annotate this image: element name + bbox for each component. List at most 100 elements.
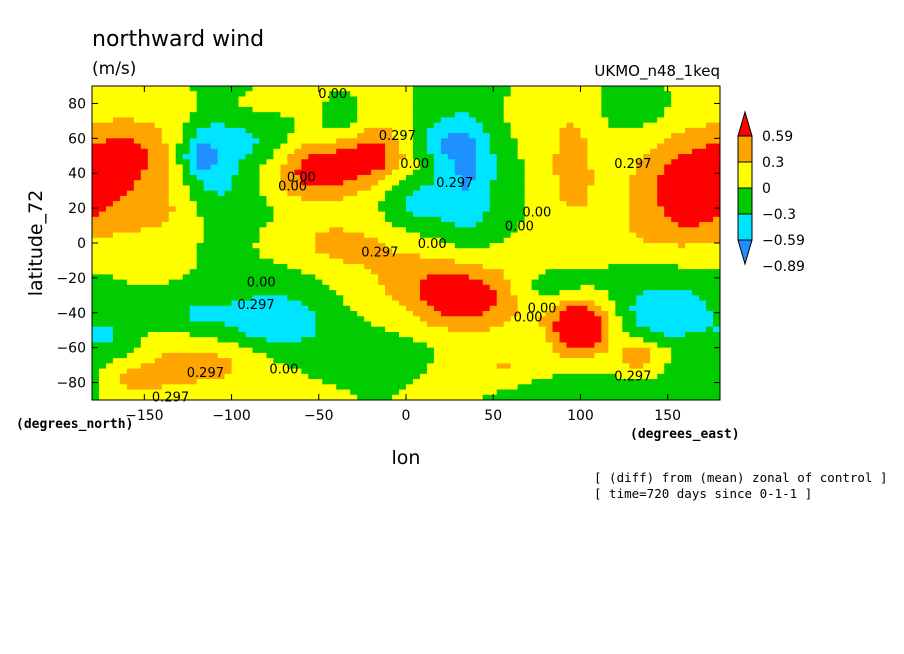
heatmap-cell — [531, 337, 540, 344]
heatmap-cell — [175, 305, 184, 312]
heatmap-cell — [545, 305, 554, 312]
heatmap-cell — [587, 143, 595, 150]
heatmap-cell — [538, 106, 547, 113]
heatmap-cell — [678, 122, 686, 129]
heatmap-cell — [440, 321, 449, 328]
heatmap-cell — [440, 337, 449, 344]
heatmap-cell — [112, 243, 121, 249]
heatmap-cell — [650, 227, 658, 234]
heatmap-cell — [566, 352, 575, 359]
heatmap-cell — [252, 248, 261, 255]
heatmap-cell — [517, 174, 526, 181]
heatmap-cell — [196, 232, 205, 239]
heatmap-cell — [538, 211, 547, 218]
heatmap-cell — [98, 154, 107, 160]
heatmap-cell — [489, 347, 498, 354]
heatmap-cell — [454, 253, 463, 260]
heatmap-cell — [552, 347, 561, 354]
heatmap-cell — [671, 96, 679, 103]
heatmap-cell — [622, 91, 630, 98]
heatmap-cell — [692, 122, 700, 129]
heatmap-cell — [196, 180, 205, 187]
heatmap-cell — [371, 180, 379, 187]
heatmap-cell — [147, 159, 156, 166]
heatmap-cell — [231, 258, 240, 265]
heatmap-cell — [657, 190, 665, 197]
heatmap-cell — [343, 342, 351, 349]
heatmap-cell — [231, 331, 240, 338]
heatmap-cell — [210, 96, 219, 103]
heatmap-cell — [119, 352, 128, 359]
heatmap-cell — [615, 243, 623, 249]
heatmap-cell — [426, 101, 435, 108]
heatmap-cell — [224, 248, 233, 255]
heatmap-cell — [538, 316, 547, 323]
heatmap-cell — [475, 269, 484, 275]
heatmap-cell — [706, 154, 714, 160]
heatmap-cell — [224, 106, 233, 113]
heatmap-cell — [245, 258, 254, 265]
heatmap-cell — [454, 148, 463, 155]
heatmap-cell — [510, 154, 519, 160]
heatmap-cell — [433, 117, 442, 124]
heatmap-cell — [168, 201, 177, 207]
heatmap-cell — [98, 174, 107, 181]
heatmap-cell — [664, 326, 672, 333]
heatmap-cell — [315, 96, 323, 103]
heatmap-cell — [280, 159, 288, 166]
heatmap-cell — [482, 164, 491, 171]
heatmap-cell — [301, 232, 309, 239]
heatmap-cell — [671, 300, 679, 307]
heatmap-cell — [357, 159, 365, 166]
heatmap-cell — [245, 91, 254, 98]
heatmap-cell — [433, 185, 442, 192]
heatmap-cell — [98, 295, 107, 302]
heatmap-cell — [112, 305, 121, 312]
heatmap-cell — [433, 300, 442, 307]
heatmap-cell — [552, 169, 561, 176]
heatmap-cell — [189, 164, 198, 171]
heatmap-cell — [692, 290, 700, 296]
heatmap-cell — [154, 106, 163, 113]
heatmap-cell — [119, 143, 128, 150]
heatmap-cell — [552, 321, 561, 328]
heatmap-cell — [440, 195, 449, 202]
heatmap-cell — [461, 112, 470, 118]
heatmap-cell — [273, 290, 281, 296]
heatmap-cell — [175, 258, 184, 265]
heatmap-cell — [685, 180, 693, 187]
heatmap-cell — [287, 363, 295, 370]
heatmap-cell — [329, 316, 337, 323]
heatmap-cell — [196, 201, 205, 207]
heatmap-cell — [496, 222, 505, 228]
heatmap-cell — [412, 133, 421, 139]
heatmap-cell — [329, 237, 337, 244]
heatmap-cell — [231, 154, 240, 160]
heatmap-cell — [475, 274, 484, 281]
heatmap-cell — [643, 300, 651, 307]
heatmap-cell — [615, 222, 623, 228]
heatmap-cell — [412, 243, 421, 249]
heatmap-cell — [329, 326, 337, 333]
heatmap-cell — [524, 154, 533, 160]
heatmap-cell — [657, 337, 665, 344]
heatmap-cell — [517, 279, 526, 286]
heatmap-cell — [112, 159, 121, 166]
heatmap-cell — [678, 232, 686, 239]
heatmap-cell — [406, 190, 414, 197]
heatmap-cell — [399, 232, 407, 239]
heatmap-cell — [629, 227, 637, 234]
heatmap-cell — [489, 290, 498, 296]
heatmap-cell — [161, 279, 170, 286]
heatmap-cell — [566, 159, 575, 166]
heatmap-cell — [601, 347, 609, 354]
heatmap-cell — [475, 211, 484, 218]
heatmap-cell — [406, 368, 414, 375]
heatmap-cell — [538, 195, 547, 202]
heatmap-cell — [252, 106, 261, 113]
heatmap-cell — [419, 363, 428, 370]
heatmap-cell — [315, 279, 323, 286]
heatmap-cell — [671, 352, 679, 359]
heatmap-cell — [671, 106, 679, 113]
heatmap-cell — [426, 211, 435, 218]
